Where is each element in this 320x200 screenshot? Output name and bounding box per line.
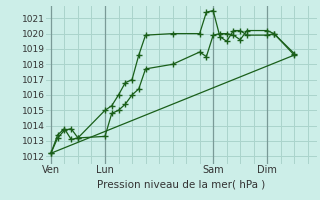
X-axis label: Pression niveau de la mer( hPa ): Pression niveau de la mer( hPa ) bbox=[98, 180, 266, 190]
